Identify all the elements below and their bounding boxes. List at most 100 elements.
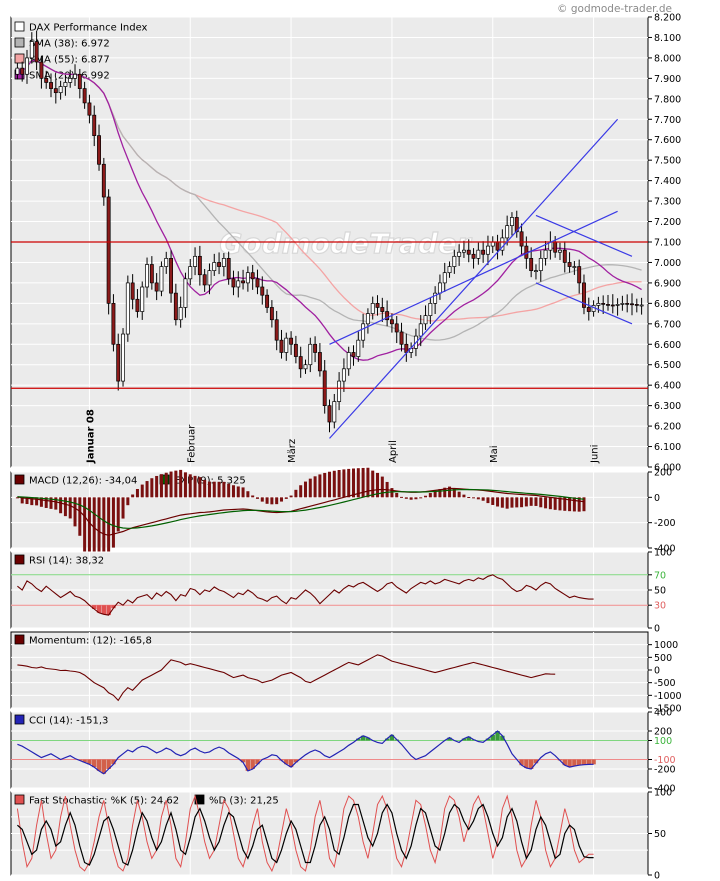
cci-oversold-fill — [533, 759, 539, 764]
cci-oversold-fill — [245, 759, 251, 771]
macd-histogram-bar — [275, 497, 279, 505]
candle-body — [418, 323, 423, 337]
y-tick-label: 7.900 — [654, 74, 681, 85]
macd-histogram-bar — [284, 497, 288, 499]
y-tick-label: 30 — [654, 601, 666, 612]
macd-line — [17, 487, 585, 536]
y-tick-label: 6.300 — [654, 401, 681, 412]
candle-body — [505, 225, 510, 239]
candle-body — [457, 251, 462, 257]
candle-body — [226, 258, 231, 280]
candle-body — [634, 304, 639, 306]
macd-histogram-bar — [568, 497, 572, 512]
y-tick-label: 7.200 — [654, 217, 681, 228]
macd-histogram-bar — [207, 481, 211, 498]
candle-body — [207, 270, 212, 286]
y-tick-label: 100 — [654, 548, 672, 559]
month-label: Mai — [489, 445, 500, 463]
y-tick-label: -400 — [654, 784, 676, 795]
cci-overbought-fill — [365, 737, 371, 741]
legend-label: RSI (14): 38,32 — [29, 556, 104, 567]
candle-body — [135, 298, 140, 312]
rsi-oversold-fill — [106, 605, 111, 616]
macd-histogram-bar — [467, 496, 471, 498]
rsi-line — [17, 574, 594, 616]
month-label: April — [388, 440, 399, 463]
sma-20-line — [17, 59, 642, 361]
macd-histogram-bar — [131, 494, 135, 498]
candle-body — [173, 292, 178, 321]
stoch-d-line — [17, 803, 594, 866]
candle-body — [375, 303, 380, 308]
macd-histogram-bar — [111, 497, 115, 548]
cci-line — [17, 730, 594, 775]
macd-histogram-bar — [107, 497, 111, 568]
candle-body — [260, 286, 265, 296]
candle-body — [236, 280, 241, 288]
y-tick-label: 8.200 — [654, 13, 681, 24]
macd-histogram-bar — [169, 471, 173, 498]
macd-histogram-bar — [241, 487, 245, 498]
month-label: Februar — [186, 424, 197, 463]
candle-body — [255, 278, 260, 288]
macd-histogram-bar — [303, 481, 307, 498]
cci-overbought-fill — [356, 738, 361, 741]
candle-body — [68, 78, 73, 83]
candle-body — [308, 343, 313, 366]
macd-histogram-bar — [481, 497, 485, 501]
candle-body — [577, 266, 582, 284]
candle-body — [495, 241, 500, 251]
candle-body — [620, 303, 625, 305]
candle-body — [245, 272, 250, 284]
candle-body — [558, 249, 562, 253]
macd-histogram-bar — [572, 497, 576, 512]
candle-body — [399, 331, 404, 345]
candle-body — [58, 86, 63, 94]
cci-oversold-fill — [288, 759, 294, 768]
candle-body — [346, 352, 351, 370]
y-tick-label: 7.500 — [654, 156, 681, 167]
candle-body — [476, 249, 481, 259]
candle-body — [543, 249, 548, 259]
macd-histogram-bar — [496, 497, 500, 507]
y-tick-label: -500 — [654, 678, 676, 689]
candle-body — [15, 67, 20, 75]
y-tick-label: -1500 — [654, 704, 682, 715]
candle-body — [625, 303, 630, 305]
legend-label: CCI (14): -151,3 — [29, 716, 108, 727]
momentum-line — [17, 654, 556, 702]
y-tick-label: 6.600 — [654, 340, 681, 351]
rsi-oversold-fill — [111, 605, 116, 609]
candle-body — [221, 258, 226, 267]
candle-body — [101, 163, 106, 198]
macd-histogram-bar — [135, 488, 139, 498]
candle-body — [188, 266, 193, 280]
y-tick-label: -100 — [654, 755, 676, 766]
macd-histogram-bar — [347, 468, 351, 498]
macd-histogram-bar — [395, 492, 399, 498]
candle-body — [169, 258, 173, 294]
candle-body — [486, 245, 490, 255]
macd-histogram-bar — [414, 497, 418, 500]
macd-histogram-bar — [44, 497, 48, 508]
macd-histogram-bar — [371, 470, 375, 498]
candle-body — [442, 272, 447, 284]
macd-histogram-bar — [203, 479, 207, 498]
candle-body — [20, 67, 25, 75]
macd-histogram-bar — [510, 497, 514, 508]
y-tick-label: 100 — [654, 788, 672, 799]
macd-histogram-bar — [548, 497, 552, 510]
candle-body — [289, 337, 294, 345]
macd-histogram-bar — [356, 468, 360, 498]
cci-overbought-fill — [500, 735, 505, 741]
macd-histogram-bar — [164, 472, 168, 498]
y-tick-label: 6.000 — [654, 463, 681, 474]
y-tick-label: 6.800 — [654, 299, 681, 310]
legend-swatch — [14, 37, 25, 48]
legend-swatch — [14, 474, 25, 485]
macd-histogram-bar — [534, 497, 538, 506]
cci-oversold-fill — [528, 759, 534, 769]
signal-line — [17, 488, 585, 529]
candle-body — [351, 352, 356, 357]
